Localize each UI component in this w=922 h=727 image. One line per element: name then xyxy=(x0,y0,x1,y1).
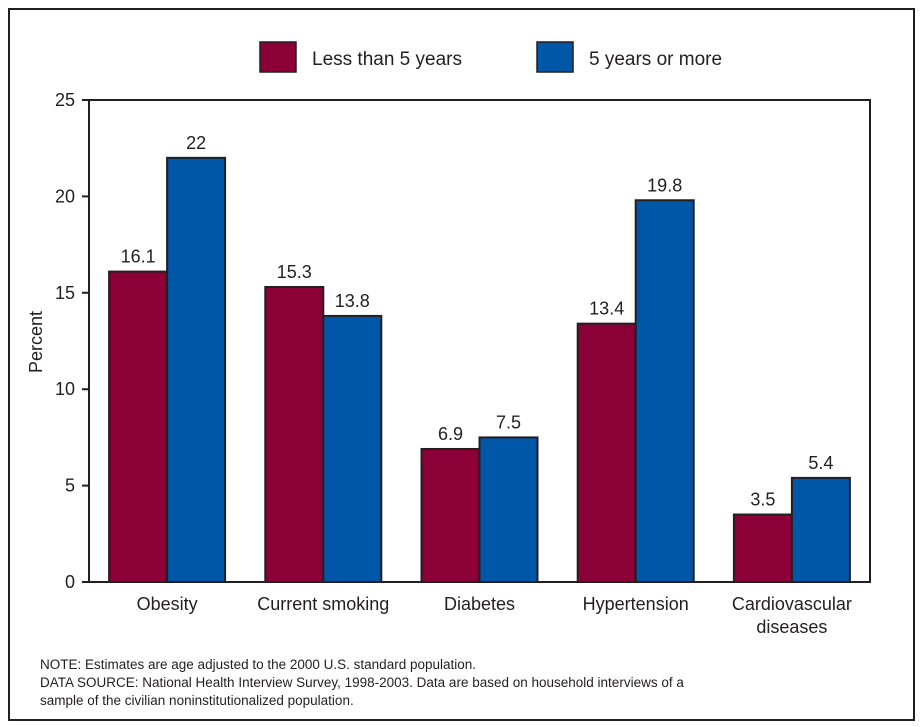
y-tick-label: 15 xyxy=(55,283,75,303)
bar-value-label: 5.4 xyxy=(808,453,833,473)
legend-swatch xyxy=(259,41,297,73)
bar xyxy=(732,513,793,584)
bar xyxy=(634,199,695,583)
legend-label: Less than 5 years xyxy=(312,49,462,70)
legend-label: 5 years or more xyxy=(589,49,722,70)
y-tick-label: 25 xyxy=(55,90,75,110)
bar xyxy=(576,322,637,583)
y-tick-label: 10 xyxy=(55,379,75,399)
bar xyxy=(322,314,383,583)
bar xyxy=(478,436,539,583)
x-tick-label: Hypertension xyxy=(583,594,689,614)
x-tick-label-line: Obesity xyxy=(137,594,198,614)
data-source-line: DATA SOURCE: National Health Interview S… xyxy=(40,675,684,690)
bar-value-label: 13.8 xyxy=(335,291,370,311)
legend-swatch xyxy=(536,41,574,73)
x-tick-label: Diabetes xyxy=(444,594,515,614)
y-tick-label: 5 xyxy=(65,476,75,496)
x-tick-label-line: Diabetes xyxy=(444,594,515,614)
bars: 16.1 22 15.3 13.8 6.9 7.5 13.4 19.8 3.5 5.4 xyxy=(108,133,851,584)
bar xyxy=(420,447,481,583)
note-line: NOTE: Estimates are age adjusted to the … xyxy=(40,657,477,672)
bar xyxy=(166,156,227,583)
y-axis-label: Percent xyxy=(26,311,46,373)
x-tick-label-line: Cardiovascular xyxy=(732,594,852,614)
y-tick-label: 20 xyxy=(55,186,75,206)
y-tick-label: 0 xyxy=(65,572,75,592)
bar-value-label: 13.4 xyxy=(589,299,624,319)
chart-notes: NOTE: Estimates are age adjusted to the … xyxy=(40,656,880,710)
legend: Less than 5 years 5 years or more xyxy=(259,41,722,73)
bar-value-label: 15.3 xyxy=(277,262,312,282)
bar-value-label: 16.1 xyxy=(121,247,156,267)
bar-value-label: 19.8 xyxy=(647,175,682,195)
bar-value-label: 3.5 xyxy=(750,490,775,510)
bar-value-label: 7.5 xyxy=(496,412,521,432)
bar-value-label: 6.9 xyxy=(438,424,463,444)
x-tick-label: Cardiovascular diseases xyxy=(732,594,852,637)
bar-value-label: 22 xyxy=(186,133,206,153)
data-source-line-continued: sample of the civilian noninstitutionali… xyxy=(40,693,354,708)
bar xyxy=(108,270,169,583)
x-tick-label: Current smoking xyxy=(257,594,389,614)
x-tick-label: Obesity xyxy=(137,594,198,614)
x-tick-label-line: Current smoking xyxy=(257,594,389,614)
bar xyxy=(790,476,851,583)
bar xyxy=(264,286,325,583)
x-tick-label-line: Hypertension xyxy=(583,594,689,614)
x-tick-label-line: diseases xyxy=(756,617,827,637)
